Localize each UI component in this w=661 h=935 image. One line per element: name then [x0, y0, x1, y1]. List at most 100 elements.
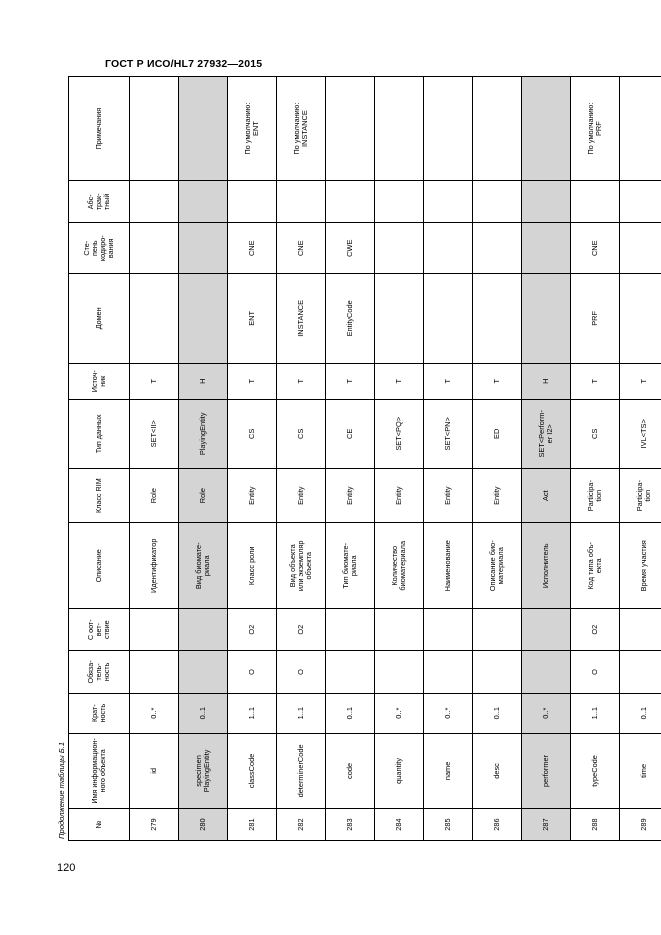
cell-obligation — [619, 650, 661, 694]
cell-name: name — [423, 733, 473, 809]
cell-rim-class: Participa- tion — [570, 468, 620, 523]
cell-conformance: О2 — [276, 608, 326, 651]
col-header-data-type: Тип данных — [68, 399, 130, 469]
cell-obligation — [374, 650, 424, 694]
cell-multiplicity: 0..1 — [619, 693, 661, 734]
cell-notes: По умолчанию: ENT — [227, 76, 277, 181]
cell-conformance — [129, 608, 179, 651]
cell-num: 279 — [129, 808, 179, 841]
cell-name: specimen PlayingEntity — [178, 733, 228, 809]
cell-notes — [423, 76, 473, 181]
cell-conformance: О2 — [570, 608, 620, 651]
cell-description: Идентификатор — [129, 522, 179, 609]
cell-obligation: О — [227, 650, 277, 694]
cell-coding-strength — [423, 222, 473, 274]
cell-domain — [178, 273, 228, 364]
cell-coding-strength — [521, 222, 571, 274]
cell-multiplicity: 0..1 — [178, 693, 228, 734]
cell-description: Исполнитель — [521, 522, 571, 609]
table-row: 288 typeCode 1..1 О О2 Код типа объ- екта Part… — [570, 76, 620, 841]
cell-abstract — [521, 180, 571, 223]
table-body: 279 id 0..* Идентификатор Role SET<II> Т 280 spe… — [129, 76, 661, 841]
col-header-name: Имя информацион- ного объекта — [68, 733, 130, 809]
cell-name: code — [325, 733, 375, 809]
cell-notes — [374, 76, 424, 181]
cell-num: 283 — [325, 808, 375, 841]
cell-source: Т — [472, 363, 522, 400]
cell-rim-class: Entity — [374, 468, 424, 523]
cell-data-type: SET<Perform- er I2> — [521, 399, 571, 469]
cell-abstract — [325, 180, 375, 223]
cell-conformance — [472, 608, 522, 651]
cell-notes — [129, 76, 179, 181]
requirements-table: № Имя информацион- ного объекта Крат- но… — [68, 76, 661, 841]
cell-multiplicity: 0..1 — [472, 693, 522, 734]
cell-source: Т — [570, 363, 620, 400]
table-row: 289 time 0..1 Время участия Participa- tion I… — [619, 76, 661, 841]
col-header-description: Описание — [68, 522, 130, 609]
cell-multiplicity: 1..1 — [276, 693, 326, 734]
cell-multiplicity: 1..1 — [570, 693, 620, 734]
cell-description: Описание био- материала — [472, 522, 522, 609]
cell-source: Т — [276, 363, 326, 400]
cell-rim-class: Role — [178, 468, 228, 523]
rotated-table-area: Продолжение таблицы Б.1 № Имя информацио… — [57, 76, 661, 841]
cell-obligation — [521, 650, 571, 694]
cell-multiplicity: 0..* — [521, 693, 571, 734]
cell-coding-strength — [129, 222, 179, 274]
cell-data-type: SET<II> — [129, 399, 179, 469]
cell-description: Вид биомате- риала — [178, 522, 228, 609]
cell-source: Т — [619, 363, 661, 400]
table-row: 279 id 0..* Идентификатор Role SET<II> Т — [129, 76, 179, 841]
cell-description: Вид объекта или экземпляр объекта — [276, 522, 326, 609]
cell-abstract — [472, 180, 522, 223]
cell-num: 280 — [178, 808, 228, 841]
cell-domain: ENT — [227, 273, 277, 364]
cell-description: Тип биомате- риала — [325, 522, 375, 609]
cell-source: Т — [423, 363, 473, 400]
running-head: ГОСТ Р ИСО/HL7 27932—2015 — [105, 58, 263, 70]
table-row: 281 classCode 1..1 О О2 Класс роли Entity CS Т EN… — [227, 76, 277, 841]
cell-name: quantity — [374, 733, 424, 809]
cell-conformance — [178, 608, 228, 651]
cell-data-type: SET<PN> — [423, 399, 473, 469]
cell-notes: По умолчанию: INSTANCE — [276, 76, 326, 181]
cell-source: Т — [227, 363, 277, 400]
cell-name: performer — [521, 733, 571, 809]
cell-multiplicity: 0..* — [129, 693, 179, 734]
cell-domain — [423, 273, 473, 364]
cell-obligation — [129, 650, 179, 694]
cell-data-type: CS — [227, 399, 277, 469]
cell-description: Класс роли — [227, 522, 277, 609]
cell-name: classCode — [227, 733, 277, 809]
col-header-notes: Примечания — [68, 76, 130, 181]
cell-coding-strength: CNE — [227, 222, 277, 274]
cell-coding-strength: CWE — [325, 222, 375, 274]
cell-coding-strength — [619, 222, 661, 274]
cell-num: 282 — [276, 808, 326, 841]
cell-abstract — [129, 180, 179, 223]
table-head: № Имя информацион- ного объекта Крат- но… — [68, 76, 130, 841]
cell-coding-strength: CNE — [570, 222, 620, 274]
col-header-num: № — [68, 808, 130, 841]
cell-name: typeCode — [570, 733, 620, 809]
cell-obligation — [325, 650, 375, 694]
cell-rim-class: Entity — [227, 468, 277, 523]
cell-name: id — [129, 733, 179, 809]
cell-notes — [325, 76, 375, 181]
cell-source: Н — [521, 363, 571, 400]
cell-obligation — [472, 650, 522, 694]
cell-source: Т — [325, 363, 375, 400]
cell-domain — [521, 273, 571, 364]
cell-conformance — [325, 608, 375, 651]
cell-num: 284 — [374, 808, 424, 841]
cell-multiplicity: 1..1 — [227, 693, 277, 734]
cell-domain: EntityCode — [325, 273, 375, 364]
cell-domain — [374, 273, 424, 364]
cell-coding-strength: CNE — [276, 222, 326, 274]
cell-description: Время участия — [619, 522, 661, 609]
table-row: 284 quantity 0..* Количество биоматериала En… — [374, 76, 424, 841]
col-header-obligation: Обяза- тель- ность — [68, 650, 130, 694]
cell-notes — [619, 76, 661, 181]
